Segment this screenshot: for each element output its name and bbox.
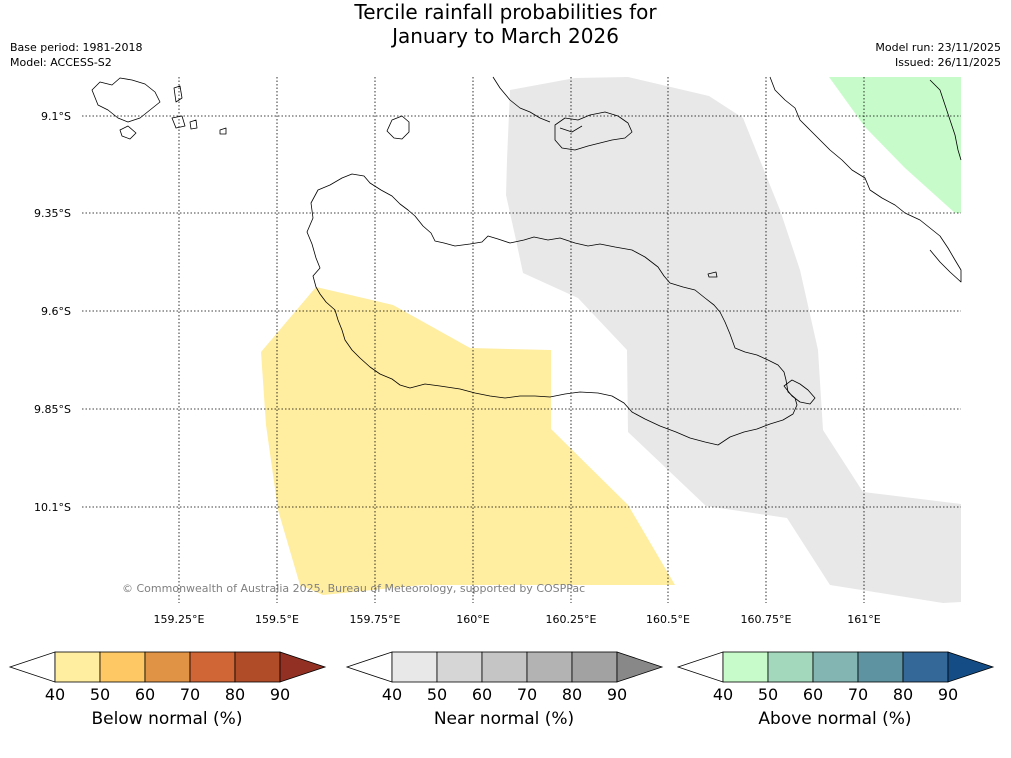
latitude-labels: 9.1°S 9.35°S 9.6°S 9.85°S 10.1°S: [34, 110, 71, 514]
malaita-north-coast: [929, 79, 962, 161]
above-normal-label: Above normal (%): [758, 709, 912, 729]
above-normal-segment: [812, 651, 859, 683]
model-run-text: Model run: 23/11/2025: [875, 41, 1001, 54]
lat-label-4: 9.85°S: [34, 403, 71, 416]
below-normal-segment: [234, 651, 281, 683]
copyright-text: © Commonwealth of Australia 2025, Bureau…: [122, 582, 585, 595]
map-grid: [82, 77, 961, 603]
above-normal-segment: [722, 651, 769, 683]
marau-islets: [783, 379, 816, 405]
above-normal-tick-label: 80: [893, 685, 913, 704]
lat-label-2: 9.35°S: [34, 207, 71, 220]
below-normal-segment: [54, 651, 101, 683]
near-normal-region: [506, 77, 961, 603]
title-line-2: January to March 2026: [392, 24, 619, 48]
nggela-islands: [554, 111, 633, 151]
above-normal-tick-label: 90: [938, 685, 958, 704]
above-normal-tick-label: 50: [758, 685, 778, 704]
above-normal-tick-label: 40: [713, 685, 733, 704]
longitude-labels: 159.25°E 159.5°E 159.75°E 160°E 160.25°E…: [154, 613, 881, 626]
near-normal-colorbar: 40 50 60 70 80 90: [345, 651, 664, 704]
coastlines: [91, 76, 962, 446]
below-normal-segment: [189, 651, 236, 683]
savo-island: [386, 115, 410, 140]
lon-label-4: 160°E: [456, 613, 489, 626]
title-line-1: Tercile rainfall probabilities for: [354, 0, 657, 24]
lon-label-5: 160.25°E: [546, 613, 597, 626]
near-normal-tick-label: 40: [382, 685, 402, 704]
below-normal-tick-label: 90: [270, 685, 290, 704]
model-text: Model: ACCESS-S2: [10, 56, 112, 69]
near-normal-segment: [391, 651, 438, 683]
above-normal-segment: [902, 651, 949, 683]
below-normal-region: [261, 287, 675, 595]
below-normal-tick-label: 70: [180, 685, 200, 704]
near-normal-label: Near normal (%): [433, 709, 575, 729]
below-normal-tick-label: 50: [90, 685, 110, 704]
lon-label-6: 160.5°E: [646, 613, 690, 626]
lat-label-3: 9.6°S: [41, 305, 71, 318]
above-normal-extend-low: [676, 651, 724, 683]
above-normal-tick-label: 60: [803, 685, 823, 704]
lat-label-1: 9.1°S: [41, 110, 71, 123]
below-normal-segment: [99, 651, 146, 683]
lon-label-2: 159.5°E: [255, 613, 299, 626]
meta-right: Model run: 23/11/2025 Issued: 26/11/2025: [875, 40, 1001, 70]
russell-islands: [91, 77, 227, 140]
malaita-island: [769, 76, 962, 283]
below-normal-tick-label: 80: [225, 685, 245, 704]
near-normal-segment: [526, 651, 573, 683]
above-normal-region: [829, 77, 961, 213]
nggela-west-coast: [492, 76, 551, 123]
lon-label-7: 160.75°E: [741, 613, 792, 626]
lon-label-3: 159.75°E: [350, 613, 401, 626]
near-normal-extend-low: [345, 651, 393, 683]
below-normal-colorbar: 40 50 60 70 80 90: [8, 651, 327, 704]
below-normal-extend-high: [279, 651, 327, 683]
above-normal-colorbar: 40 50 60 70 80 90: [676, 651, 995, 704]
colorbars: 40 50 60 70 80 90 40 50 60 70 80 90 40 50 60 70 80 90: [8, 651, 995, 704]
near-normal-tick-label: 70: [517, 685, 537, 704]
base-period-text: Base period: 1981-2018: [10, 41, 143, 54]
above-normal-tick-label: 70: [848, 685, 868, 704]
near-normal-extend-high: [616, 651, 664, 683]
below-normal-label: Below normal (%): [91, 709, 243, 729]
guadalcanal-island: [306, 173, 798, 446]
near-normal-tick-label: 50: [427, 685, 447, 704]
issued-text: Issued: 26/11/2025: [894, 56, 1001, 69]
lon-label-1: 159.25°E: [154, 613, 205, 626]
below-normal-extend-low: [8, 651, 56, 683]
below-normal-tick-label: 60: [135, 685, 155, 704]
above-normal-segment: [857, 651, 904, 683]
lat-label-5: 10.1°S: [34, 501, 71, 514]
islet-east: [707, 271, 718, 278]
near-normal-segment: [481, 651, 528, 683]
above-normal-extend-high: [947, 651, 995, 683]
below-normal-tick-label: 40: [45, 685, 65, 704]
map-title: Tercile rainfall probabilities for Janua…: [0, 0, 1011, 48]
near-normal-tick-label: 60: [472, 685, 492, 704]
near-normal-tick-label: 80: [562, 685, 582, 704]
above-normal-segment: [767, 651, 814, 683]
below-normal-segment: [144, 651, 191, 683]
near-normal-tick-label: 90: [607, 685, 627, 704]
meta-left: Base period: 1981-2018 Model: ACCESS-S2: [10, 40, 142, 70]
near-normal-segment: [436, 651, 483, 683]
lon-label-8: 161°E: [847, 613, 880, 626]
near-normal-segment: [571, 651, 618, 683]
